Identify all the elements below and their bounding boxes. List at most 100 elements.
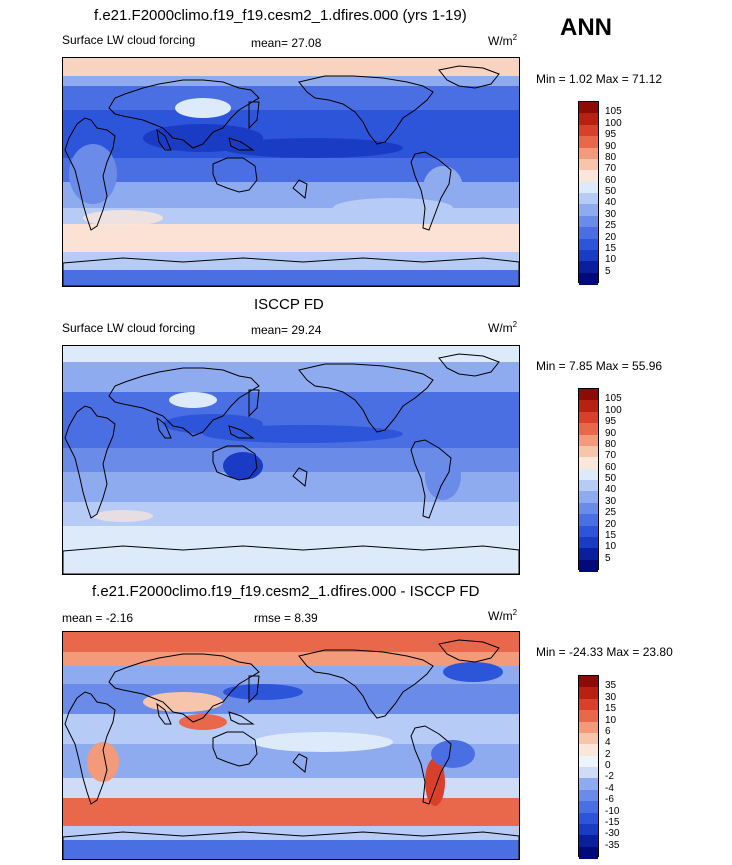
colorbar-tick-label: 40	[605, 197, 617, 209]
coastline	[298, 363, 434, 433]
colorbar-swatch	[579, 710, 598, 722]
colorbar-tick-label: 25	[605, 507, 617, 519]
colorbar-swatch	[579, 698, 598, 711]
colorbar-swatch	[579, 215, 598, 228]
panel-2-title: ISCCP FD	[254, 296, 324, 313]
coastline	[248, 101, 260, 130]
colorbar-tick-label: -15	[605, 816, 620, 828]
colorbar-swatches	[578, 101, 599, 285]
colorbar-tick-label: -35	[605, 839, 620, 851]
colorbar-swatch	[579, 261, 598, 274]
colorbar-swatch	[579, 170, 598, 183]
coastline	[108, 653, 260, 723]
coastline	[228, 137, 255, 151]
colorbar-swatch	[579, 755, 598, 768]
panel-2-map	[62, 345, 520, 575]
colorbar-swatch	[579, 548, 598, 561]
colorbar-tick-label: 60	[605, 174, 617, 186]
coastline	[63, 257, 519, 286]
colorbar-tick-label: -2	[605, 771, 614, 783]
panel-1-field-label: Surface LW cloud forcing	[62, 33, 196, 47]
colorbar-swatch	[579, 113, 598, 126]
colorbar-swatch	[579, 204, 598, 217]
colorbar-tick-label: 30	[605, 495, 617, 507]
coastline	[156, 416, 172, 439]
panel-3-mean: mean = -2.16	[62, 611, 134, 625]
colorbar-tick-label: 15	[605, 703, 617, 715]
colorbar-tick-label: 5	[605, 552, 611, 564]
coastline	[108, 367, 260, 437]
coastline	[438, 639, 500, 663]
colorbar-swatch	[579, 124, 598, 137]
coastline	[156, 128, 172, 151]
coastline	[64, 691, 116, 805]
colorbar-tick-label: 100	[605, 404, 622, 416]
colorbar-tick-label: 80	[605, 151, 617, 163]
colorbar-tick-label: 0	[605, 760, 611, 771]
colorbar-swatch	[579, 193, 598, 205]
colorbar-tick-label: 10	[605, 541, 617, 553]
colorbar-swatch	[579, 147, 598, 160]
colorbar-swatch	[579, 400, 598, 413]
colorbar-swatch	[579, 491, 598, 504]
colorbar-swatch	[579, 835, 598, 848]
colorbar-swatch	[579, 744, 598, 757]
colorbar-swatch	[579, 767, 598, 779]
panel-3-rmse: rmse = 8.39	[254, 611, 318, 625]
panel-1-units: W/m2	[488, 33, 518, 48]
panel-1-title: f.e21.F2000climo.f19_f19.cesm2_1.dfires.…	[94, 7, 467, 24]
colorbar-swatch	[579, 238, 598, 251]
panel-2-min-max: Min = 7.85 Max = 55.96	[536, 359, 663, 373]
coastline	[410, 725, 452, 805]
colorbar-tick-label: -10	[605, 805, 620, 817]
colorbar-swatch	[579, 249, 598, 262]
colorbar-tick-label: 15	[605, 529, 617, 541]
panel-1-mean: mean= 27.08	[251, 36, 322, 50]
coastline	[63, 545, 519, 574]
colorbar-swatch	[579, 514, 598, 526]
colorbar-tick-label: 70	[605, 450, 617, 462]
colorbar-swatch	[579, 480, 598, 492]
colorbar-swatch	[579, 102, 598, 114]
colorbar-swatch	[579, 846, 598, 859]
colorbar-tick-label: -30	[605, 828, 620, 840]
colorbar-swatch	[579, 536, 598, 549]
colorbar-tick-label: -6	[605, 794, 614, 806]
colorbar-swatch	[579, 468, 598, 481]
colorbar-swatch	[579, 812, 598, 825]
colorbar-swatch	[579, 778, 598, 791]
colorbar-tick-label: 10	[605, 254, 617, 266]
colorbar-swatch	[579, 502, 598, 515]
panel-2-units: W/m2	[488, 320, 518, 335]
colorbar-swatch	[579, 181, 598, 194]
colorbar-swatch	[579, 801, 598, 813]
colorbar-tick-label: 10	[605, 714, 617, 726]
colorbar-swatch	[579, 457, 598, 470]
colorbar-tick-label: 60	[605, 461, 617, 473]
colorbar-swatch	[579, 434, 598, 447]
panel-2-mean: mean= 29.24	[251, 323, 322, 337]
coastline	[228, 425, 255, 439]
colorbar-swatch	[579, 687, 598, 700]
coastline	[64, 405, 116, 519]
colorbar-tick-label: 40	[605, 484, 617, 496]
colorbar-swatch	[579, 445, 598, 458]
colorbar-tick-label: 50	[605, 473, 617, 484]
colorbar-tick-label: 100	[605, 117, 622, 129]
colorbar-tick-label: 25	[605, 220, 617, 232]
colorbar-swatch	[579, 411, 598, 424]
panel-2-field-label: Surface LW cloud forcing	[62, 321, 196, 335]
panel-3-map	[62, 631, 520, 860]
coastline	[212, 731, 258, 767]
coastline	[212, 157, 258, 193]
coastline	[64, 117, 116, 231]
colorbar-tick-label: 6	[605, 725, 611, 737]
colorbar-tick-label: 90	[605, 427, 617, 439]
colorbar-swatch	[579, 732, 598, 745]
colorbar-tick-label: 5	[605, 265, 611, 277]
colorbar-tick-label: 105	[605, 106, 622, 118]
panel-3-title: f.e21.F2000climo.f19_f19.cesm2_1.dfires.…	[92, 583, 480, 600]
coastline	[438, 353, 500, 377]
colorbar-swatch	[579, 676, 598, 688]
colorbar-swatch	[579, 721, 598, 734]
